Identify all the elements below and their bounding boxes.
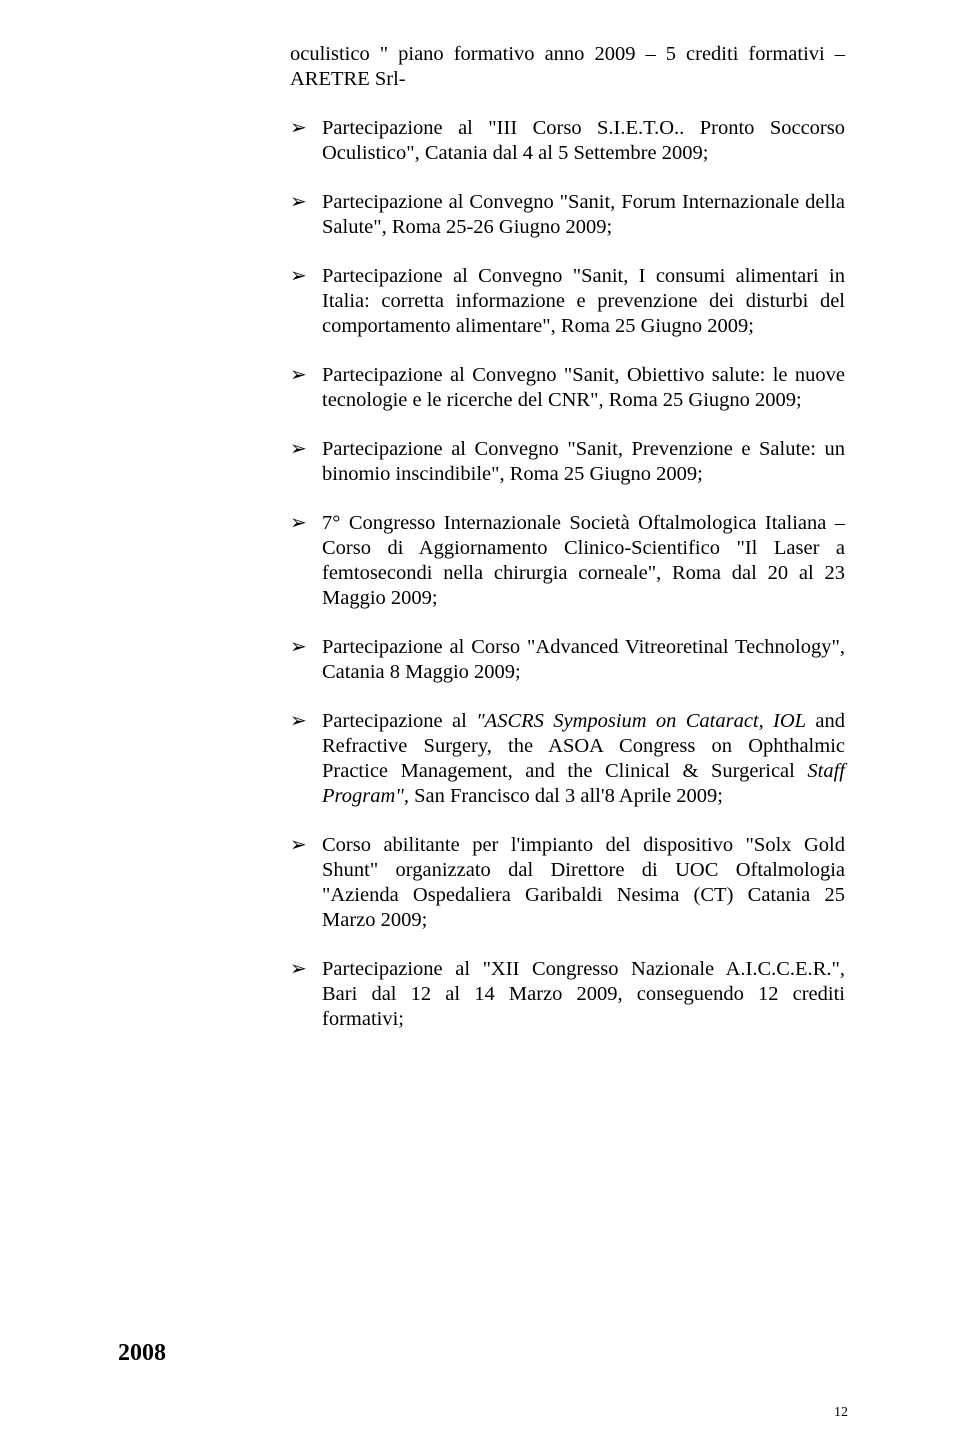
list-item-text: Corso abilitante per l'impianto del disp… <box>322 833 845 933</box>
list-item-text: Partecipazione al Convegno "Sanit, Obiet… <box>322 363 845 413</box>
list-item: Partecipazione al "ASCRS Symposium on Ca… <box>290 709 845 809</box>
list-item-text: Partecipazione al Convegno "Sanit, Preve… <box>322 437 845 487</box>
document-page: oculistico " piano formativo anno 2009 –… <box>0 0 960 1451</box>
list-item-text: Partecipazione al "XII Congresso Naziona… <box>322 957 845 1032</box>
list-item-text: Partecipazione al "ASCRS Symposium on Ca… <box>322 709 845 809</box>
list-item: Partecipazione al Convegno "Sanit, I con… <box>290 264 845 339</box>
section-year: 2008 <box>118 1340 166 1367</box>
list-item: Corso abilitante per l'impianto del disp… <box>290 833 845 933</box>
bullet-list: Partecipazione al "III Corso S.I.E.T.O..… <box>290 116 845 1032</box>
list-item: 7° Congresso Internazionale Società Ofta… <box>290 511 845 611</box>
intro-paragraph: oculistico " piano formativo anno 2009 –… <box>290 42 845 92</box>
text-span: San Francisco dal 3 all'8 Aprile 2009; <box>414 785 723 807</box>
list-item-text: Partecipazione al Convegno "Sanit, Forum… <box>322 190 845 240</box>
list-item: Partecipazione al Corso "Advanced Vitreo… <box>290 635 845 685</box>
list-item-text: 7° Congresso Internazionale Società Ofta… <box>322 511 845 611</box>
page-number: 12 <box>834 1405 848 1421</box>
italic-span: "ASCRS Symposium on Cataract, IOL <box>476 710 806 732</box>
list-item-text: Partecipazione al Corso "Advanced Vitreo… <box>322 635 845 685</box>
list-item-text: Partecipazione al Convegno "Sanit, I con… <box>322 264 845 339</box>
list-item: Partecipazione al Convegno "Sanit, Obiet… <box>290 363 845 413</box>
text-span: Partecipazione al <box>322 710 476 732</box>
list-item: Partecipazione al "III Corso S.I.E.T.O..… <box>290 116 845 166</box>
list-item-text: Partecipazione al "III Corso S.I.E.T.O..… <box>322 116 845 166</box>
list-item: Partecipazione al Convegno "Sanit, Forum… <box>290 190 845 240</box>
list-item: Partecipazione al Convegno "Sanit, Preve… <box>290 437 845 487</box>
content-column: oculistico " piano formativo anno 2009 –… <box>290 42 845 1056</box>
list-item: Partecipazione al "XII Congresso Naziona… <box>290 957 845 1032</box>
